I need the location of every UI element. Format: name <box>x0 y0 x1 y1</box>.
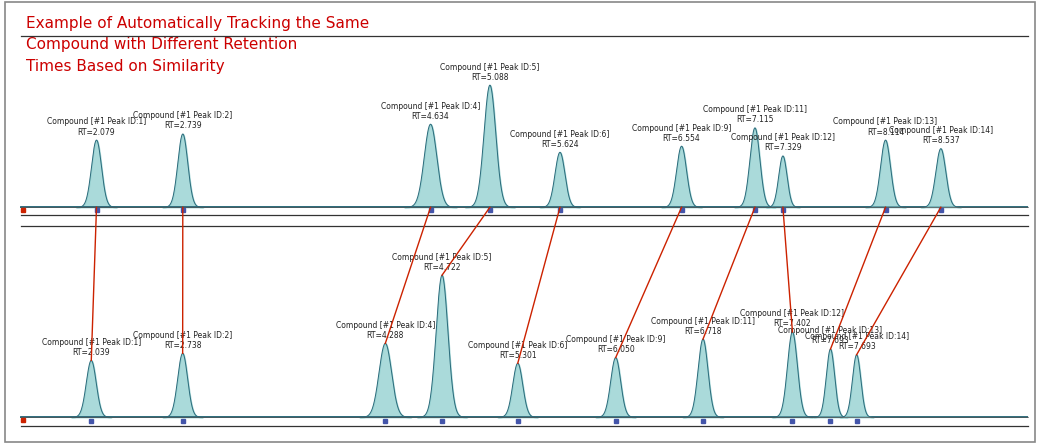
Text: Example of Automatically Tracking the Same
Compound with Different Retention
Tim: Example of Automatically Tracking the Sa… <box>26 16 369 74</box>
Text: Compound [#1 Peak ID:9]
RT=6.050: Compound [#1 Peak ID:9] RT=6.050 <box>566 335 666 354</box>
Text: Compound [#1 Peak ID:2]
RT=2.738: Compound [#1 Peak ID:2] RT=2.738 <box>133 331 232 350</box>
Text: Compound [#1 Peak ID:2]
RT=2.739: Compound [#1 Peak ID:2] RT=2.739 <box>133 111 232 131</box>
Text: Compound [#1 Peak ID:4]
RT=4.634: Compound [#1 Peak ID:4] RT=4.634 <box>381 102 480 121</box>
Text: Compound [#1 Peak ID:6]
RT=5.624: Compound [#1 Peak ID:6] RT=5.624 <box>511 130 609 149</box>
Text: Compound [#1 Peak ID:6]
RT=5.301: Compound [#1 Peak ID:6] RT=5.301 <box>468 341 568 360</box>
Text: Compound [#1 Peak ID:12]
RT=7.329: Compound [#1 Peak ID:12] RT=7.329 <box>731 133 835 152</box>
Text: Compound [#1 Peak ID:5]
RT=5.088: Compound [#1 Peak ID:5] RT=5.088 <box>440 63 540 82</box>
Text: Compound [#1 Peak ID:11]
RT=6.718: Compound [#1 Peak ID:11] RT=6.718 <box>651 317 755 336</box>
Text: Compound [#1 Peak ID:13]
RT=8.114: Compound [#1 Peak ID:13] RT=8.114 <box>833 118 938 137</box>
Text: Compound [#1 Peak ID:14]
RT=7.693: Compound [#1 Peak ID:14] RT=7.693 <box>805 332 909 351</box>
Text: Compound [#1 Peak ID:1]
RT=2.039: Compound [#1 Peak ID:1] RT=2.039 <box>42 338 140 357</box>
Text: Compound [#1 Peak ID:12]
RT=7.402: Compound [#1 Peak ID:12] RT=7.402 <box>740 309 844 329</box>
Text: Compound [#1 Peak ID:9]
RT=6.554: Compound [#1 Peak ID:9] RT=6.554 <box>632 123 731 143</box>
Text: Compound [#1 Peak ID:1]
RT=2.079: Compound [#1 Peak ID:1] RT=2.079 <box>47 118 147 137</box>
Text: Compound [#1 Peak ID:4]
RT=4.288: Compound [#1 Peak ID:4] RT=4.288 <box>336 321 435 340</box>
Text: Compound [#1 Peak ID:11]
RT=7.115: Compound [#1 Peak ID:11] RT=7.115 <box>703 105 807 124</box>
Text: Compound [#1 Peak ID:14]
RT=8.537: Compound [#1 Peak ID:14] RT=8.537 <box>889 126 993 145</box>
Text: Compound [#1 Peak ID:13]
RT=7.693: Compound [#1 Peak ID:13] RT=7.693 <box>778 326 883 345</box>
Text: Compound [#1 Peak ID:5]
RT=4.722: Compound [#1 Peak ID:5] RT=4.722 <box>392 253 492 272</box>
